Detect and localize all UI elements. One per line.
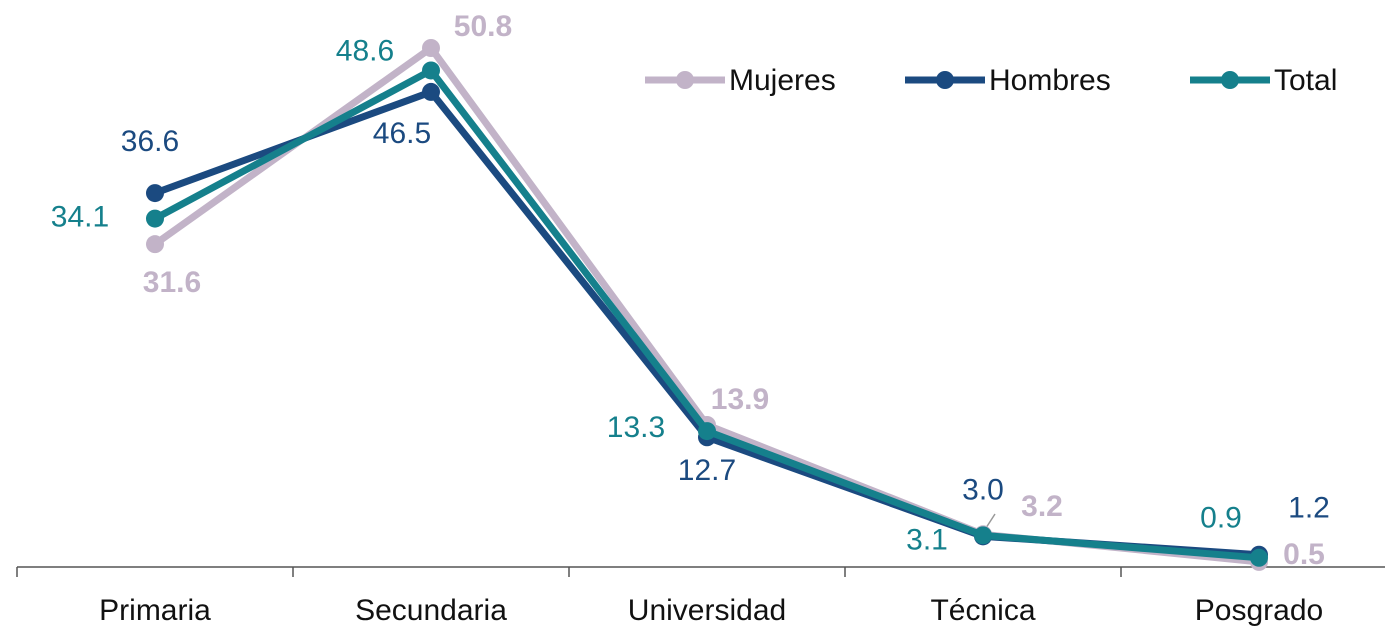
point: [146, 235, 164, 254]
point: [974, 526, 992, 545]
data-label: 0.9: [1200, 502, 1242, 535]
legend-label: Hombres: [989, 64, 1111, 97]
data-label: 1.2: [1288, 492, 1330, 525]
point: [422, 39, 440, 57]
point: [1250, 548, 1268, 567]
legend-marker: [676, 71, 694, 89]
x-tick-label: Secundaria: [355, 594, 507, 627]
data-label: 50.8: [454, 10, 512, 43]
data-label: 3.0: [962, 473, 1004, 506]
data-label: 31.6: [143, 266, 201, 299]
data-label: 13.9: [711, 383, 769, 416]
point: [422, 61, 440, 80]
data-label: 48.6: [336, 34, 394, 67]
data-label: 3.1: [906, 523, 948, 556]
legend-marker: [936, 71, 954, 89]
x-tick-label: Técnica: [930, 594, 1035, 627]
data-label: 36.6: [121, 125, 179, 158]
x-tick-label: Universidad: [628, 594, 786, 627]
x-tick-label: Posgrado: [1195, 594, 1323, 627]
data-label: 46.5: [373, 117, 431, 150]
data-label: 3.2: [1021, 490, 1063, 523]
legend-marker: [1221, 71, 1239, 89]
point: [422, 82, 440, 101]
legend-label: Total: [1274, 64, 1337, 97]
legend-label: Mujeres: [729, 64, 836, 97]
point: [698, 422, 716, 441]
data-label: 34.1: [51, 201, 109, 234]
point: [146, 184, 164, 203]
x-tick-label: Primaria: [99, 594, 211, 627]
data-label: 12.7: [678, 454, 736, 487]
point: [146, 209, 164, 228]
data-label: 0.5: [1283, 538, 1325, 571]
data-label: 13.3: [607, 411, 665, 444]
